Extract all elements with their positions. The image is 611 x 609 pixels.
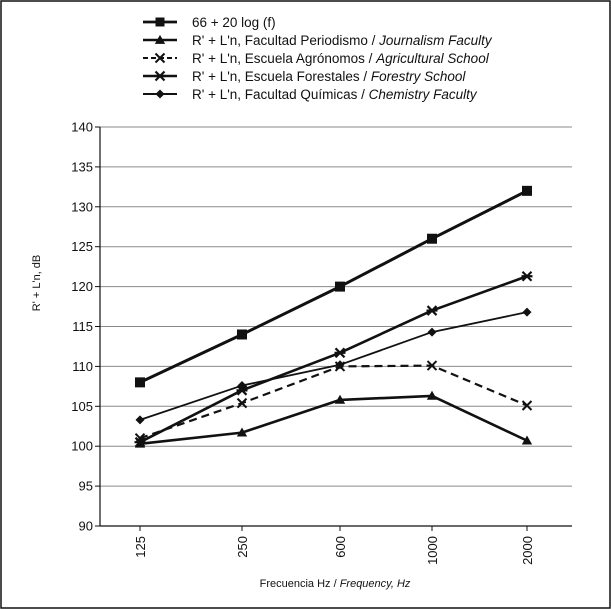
data-point [426,390,438,400]
legend-label-italic: Agricultural School [375,51,490,66]
data-point [521,270,533,282]
legend-label: 66 + 20 log (f) [192,15,276,30]
legend-label: R' + L'n, Escuela Forestales / Forestry … [192,69,466,84]
data-point [426,360,438,371]
y-tick-label: 90 [79,519,93,534]
data-point [134,436,146,448]
y-tick-label: 115 [72,319,93,334]
legend-label-italic: Chemistry Faculty [369,87,478,102]
y-tick-label: 100 [71,439,93,454]
data-point [334,347,346,359]
data-point [236,427,248,437]
series-1 [135,185,532,388]
legend-item: R' + L'n, Escuela Agrónomos / Agricultur… [143,51,490,66]
data-point [521,400,533,411]
legend-item: R' + L'n, Facultad Periodismo / Journali… [143,33,493,48]
x-tick-label: 125 [133,536,148,558]
y-tick-label: 135 [71,159,93,174]
legend-marker [154,34,166,44]
legend-item: R' + L'n, Facultad Químicas / Chemistry … [143,87,478,102]
y-tick-label: 140 [71,120,93,135]
series-layer [134,185,533,448]
data-point [335,360,345,370]
y-tick-label: 105 [71,399,93,414]
x-tick-label: 250 [235,536,250,558]
x-axis-title-plain: Frecuencia Hz / [260,578,340,590]
y-axis-title: R' + L'n, dB [31,255,43,311]
data-point [237,381,247,391]
legend-label-plain: R' + L'n, Escuela Agrónomos / [192,51,376,66]
gridlines [100,126,572,487]
y-tick-label: 95 [79,479,93,494]
y-tick-label: 110 [72,359,93,374]
x-axis-title: Frecuencia Hz / Frequency, Hz [260,578,411,590]
data-point [427,233,437,244]
legend-label-italic: Forestry School [371,69,467,84]
legend: 66 + 20 log (f) R' + L'n, Facultad Period… [143,15,493,102]
series-4 [134,270,533,448]
data-point [236,397,248,409]
y-tick-label: 120 [71,279,93,294]
legend-label-plain: R' + L'n, Escuela Forestales / [192,69,371,84]
data-point [237,329,247,340]
data-point [135,377,145,388]
legend-label-plain: 66 + 20 log (f) [192,15,276,30]
data-point [426,305,438,316]
y-tick-label: 130 [71,199,93,214]
y-tick-label: 125 [71,239,93,254]
legend-marker [155,17,165,27]
legend-item: R' + L'n, Escuela Forestales / Forestry … [143,69,466,84]
legend-label: R' + L'n, Facultad Periodismo / Journali… [192,33,493,48]
x-tick-label: 600 [333,536,348,558]
legend-label: R' + L'n, Escuela Agrónomos / Agricultur… [192,51,490,66]
legend-label-plain: R' + L'n, Facultad Químicas / [192,87,369,102]
x-tick-label: 2000 [520,536,535,565]
data-point [135,415,145,425]
axes: 90 95 100 105 110 115 120 125 130 135 140 125 250 600… [71,120,572,565]
series-5 [135,307,532,425]
legend-marker [154,52,166,64]
data-point [522,185,532,196]
data-point [335,281,345,292]
data-point [522,307,532,317]
data-point [334,394,346,404]
legend-item: 66 + 20 log (f) [143,15,276,30]
legend-label-plain: R' + L'n, Facultad Periodismo / [192,33,379,48]
data-point [427,327,437,337]
data-point [521,435,533,445]
legend-label-italic: Journalism Faculty [378,33,493,48]
x-tick-label: 1000 [425,536,440,565]
x-axis-title-italic: Frequency, Hz [340,578,411,590]
legend-marker [155,89,165,99]
legend-label: R' + L'n, Facultad Químicas / Chemistry … [192,87,478,102]
legend-marker [154,70,166,82]
